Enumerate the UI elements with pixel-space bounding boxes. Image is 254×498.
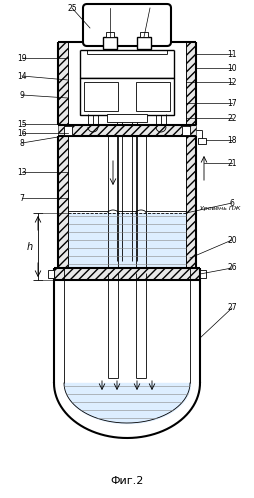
- Text: 9: 9: [20, 91, 24, 100]
- Bar: [48, 270, 54, 278]
- Text: 13: 13: [17, 167, 27, 176]
- Text: Фиг.2: Фиг.2: [110, 476, 144, 486]
- Text: 12: 12: [227, 78, 237, 87]
- Text: 14: 14: [17, 72, 27, 81]
- Text: 27: 27: [227, 303, 237, 313]
- Text: 6: 6: [230, 199, 234, 208]
- Text: 20: 20: [227, 236, 237, 245]
- Text: 17: 17: [227, 99, 237, 108]
- Bar: [58, 136, 68, 268]
- Text: 16: 16: [17, 128, 27, 137]
- Bar: [58, 125, 196, 136]
- Text: Уровень ПЖ: Уровень ПЖ: [200, 206, 240, 211]
- Bar: [84, 82, 118, 111]
- Text: 24: 24: [145, 3, 155, 12]
- Text: 26: 26: [227, 263, 237, 272]
- Bar: [186, 42, 196, 125]
- Bar: [107, 114, 147, 122]
- Text: 19: 19: [17, 53, 27, 63]
- Text: 21: 21: [227, 158, 237, 167]
- Bar: [200, 270, 206, 278]
- Bar: [58, 42, 68, 125]
- Bar: [140, 32, 148, 37]
- Text: 10: 10: [227, 64, 237, 73]
- Bar: [54, 268, 200, 280]
- Bar: [80, 78, 174, 115]
- Bar: [198, 138, 206, 144]
- Bar: [106, 32, 114, 37]
- Text: 15: 15: [17, 120, 27, 128]
- Text: 23: 23: [105, 3, 115, 12]
- Bar: [182, 126, 190, 135]
- Bar: [103, 37, 117, 49]
- Bar: [136, 82, 170, 111]
- Bar: [186, 136, 196, 268]
- Text: 25: 25: [67, 3, 77, 12]
- Text: 11: 11: [227, 49, 237, 58]
- Text: 22: 22: [227, 114, 237, 123]
- Bar: [137, 37, 151, 49]
- Text: h: h: [27, 242, 33, 251]
- Text: 7: 7: [20, 194, 24, 203]
- Text: 8: 8: [20, 138, 24, 147]
- Text: 18: 18: [227, 135, 237, 144]
- Bar: [68, 213, 186, 268]
- FancyBboxPatch shape: [83, 4, 171, 46]
- Bar: [64, 126, 72, 135]
